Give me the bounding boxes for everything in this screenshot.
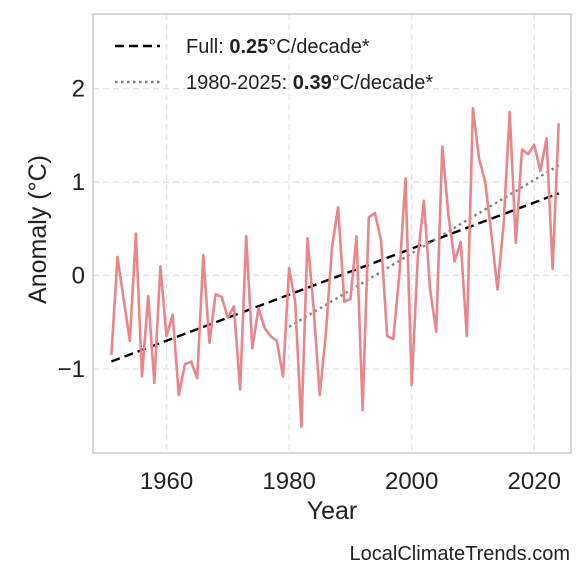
trend-line-recent (288, 164, 560, 328)
tick-labels: 1960 1980 2000 2020 −1 0 1 2 (58, 76, 561, 495)
y-tick-label: −1 (58, 356, 85, 383)
x-tick-label: 2020 (508, 468, 561, 495)
legend-label-full: Full: 0.25°C/decade* (186, 36, 370, 58)
y-tick-label: 2 (72, 76, 85, 103)
y-axis-label: Anomaly (°C) (24, 155, 52, 304)
x-tick-label: 2000 (385, 468, 438, 495)
plot-frame (92, 13, 572, 454)
legend-label-recent: 1980-2025: 0.39°C/decade* (186, 72, 433, 94)
y-tick-label: 1 (72, 169, 85, 196)
legend-full-prefix: Full: (186, 36, 229, 58)
legend-recent-prefix: 1980-2025: (186, 72, 293, 94)
legend-full-value: 0.25 (229, 36, 268, 58)
y-tick-label: 0 (72, 263, 85, 290)
trend-lines (110, 164, 560, 363)
anomaly-series-line (110, 107, 560, 429)
trend-line-full (110, 192, 560, 363)
x-axis-label: Year (307, 497, 358, 525)
legend-full-suffix: °C/decade* (268, 36, 370, 58)
legend-recent-suffix: °C/decade* (332, 72, 434, 94)
data-series (110, 107, 560, 429)
x-tick-label: 1960 (140, 468, 193, 495)
legend-recent-value: 0.39 (293, 72, 332, 94)
legend: Full: 0.25°C/decade* 1980-2025: 0.39°C/d… (115, 36, 433, 94)
footer-site-name: LocalClimateTrends.com (350, 543, 570, 565)
x-tick-label: 1980 (262, 468, 315, 495)
